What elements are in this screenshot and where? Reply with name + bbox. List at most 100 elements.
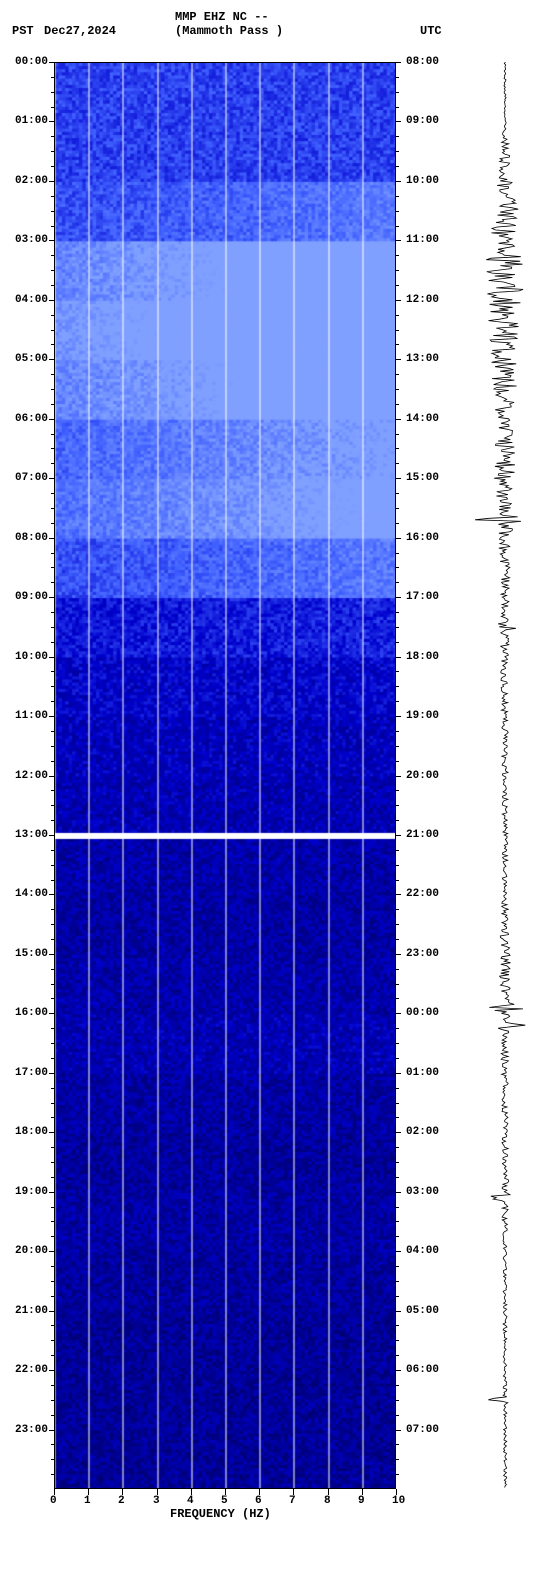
right-minor (396, 984, 399, 985)
left-tick-17 (49, 1073, 54, 1074)
left-minor (51, 865, 54, 866)
right-minor (396, 151, 399, 152)
left-minor (51, 508, 54, 509)
right-time-17: 01:00 (406, 1067, 439, 1079)
left-time-2: 02:00 (15, 175, 48, 187)
x-label-4: 4 (187, 1495, 194, 1507)
right-tick-0 (396, 62, 401, 63)
right-minor (396, 136, 399, 137)
right-minor (396, 92, 399, 93)
left-minor (51, 434, 54, 435)
left-minor (51, 880, 54, 881)
left-minor (51, 1415, 54, 1416)
left-minor (51, 1444, 54, 1445)
left-minor (51, 1266, 54, 1267)
right-tick-8 (396, 538, 401, 539)
left-minor (51, 909, 54, 910)
left-time-14: 14:00 (15, 888, 48, 900)
left-time-18: 18:00 (15, 1126, 48, 1138)
left-time-6: 06:00 (15, 413, 48, 425)
left-minor (51, 850, 54, 851)
right-minor (396, 1058, 399, 1059)
left-minor (51, 523, 54, 524)
right-time-22: 06:00 (406, 1364, 439, 1376)
left-minor (51, 1355, 54, 1356)
spectrogram (54, 62, 396, 1489)
right-tick-19 (396, 1192, 401, 1193)
right-minor (396, 1117, 399, 1118)
left-time-13: 13:00 (15, 829, 48, 841)
left-tick-11 (49, 716, 54, 717)
x-label-5: 5 (221, 1495, 228, 1507)
right-tick-20 (396, 1251, 401, 1252)
left-tick-2 (49, 181, 54, 182)
right-minor (396, 1459, 399, 1460)
left-minor (51, 463, 54, 464)
right-minor (396, 1474, 399, 1475)
right-minor (396, 404, 399, 405)
right-minor (396, 315, 399, 316)
left-minor (51, 315, 54, 316)
left-tick-5 (49, 359, 54, 360)
left-tick-21 (49, 1311, 54, 1312)
right-time-18: 02:00 (406, 1126, 439, 1138)
x-label-1: 1 (84, 1495, 91, 1507)
right-tick-15 (396, 954, 401, 955)
left-time-3: 03:00 (15, 234, 48, 246)
right-minor (396, 1325, 399, 1326)
right-minor (396, 865, 399, 866)
left-minor (51, 939, 54, 940)
x-label-0: 0 (50, 1495, 57, 1507)
left-minor (51, 1325, 54, 1326)
right-minor (396, 1296, 399, 1297)
left-time-15: 15:00 (15, 948, 48, 960)
right-minor (396, 196, 399, 197)
right-minor (396, 1162, 399, 1163)
tz-right-label: UTC (420, 24, 442, 38)
right-minor (396, 1088, 399, 1089)
left-time-9: 09:00 (15, 591, 48, 603)
right-tick-7 (396, 478, 401, 479)
right-tick-6 (396, 419, 401, 420)
left-tick-8 (49, 538, 54, 539)
left-minor (51, 924, 54, 925)
right-minor (396, 1147, 399, 1148)
left-minor (51, 211, 54, 212)
x-label-7: 7 (289, 1495, 296, 1507)
x-label-10: 10 (392, 1495, 405, 1507)
right-minor (396, 1415, 399, 1416)
right-minor (396, 1266, 399, 1267)
left-time-21: 21:00 (15, 1305, 48, 1317)
right-minor (396, 1281, 399, 1282)
right-time-14: 22:00 (406, 888, 439, 900)
left-tick-1 (49, 121, 54, 122)
right-minor (396, 790, 399, 791)
right-minor (396, 211, 399, 212)
right-minor (396, 463, 399, 464)
left-minor (51, 1281, 54, 1282)
right-minor (396, 1444, 399, 1445)
right-minor (396, 939, 399, 940)
right-minor (396, 731, 399, 732)
left-minor (51, 1207, 54, 1208)
left-minor (51, 1043, 54, 1044)
left-minor (51, 820, 54, 821)
left-minor (51, 984, 54, 985)
left-minor (51, 567, 54, 568)
right-tick-14 (396, 894, 401, 895)
left-minor (51, 196, 54, 197)
right-minor (396, 1236, 399, 1237)
right-minor (396, 761, 399, 762)
left-tick-23 (49, 1430, 54, 1431)
tz-left-label: PST (12, 24, 34, 38)
right-minor (396, 642, 399, 643)
left-minor (51, 374, 54, 375)
left-minor (51, 1400, 54, 1401)
left-time-4: 04:00 (15, 294, 48, 306)
right-minor (396, 567, 399, 568)
left-tick-15 (49, 954, 54, 955)
right-minor (396, 553, 399, 554)
right-minor (396, 330, 399, 331)
right-minor (396, 226, 399, 227)
right-time-4: 12:00 (406, 294, 439, 306)
